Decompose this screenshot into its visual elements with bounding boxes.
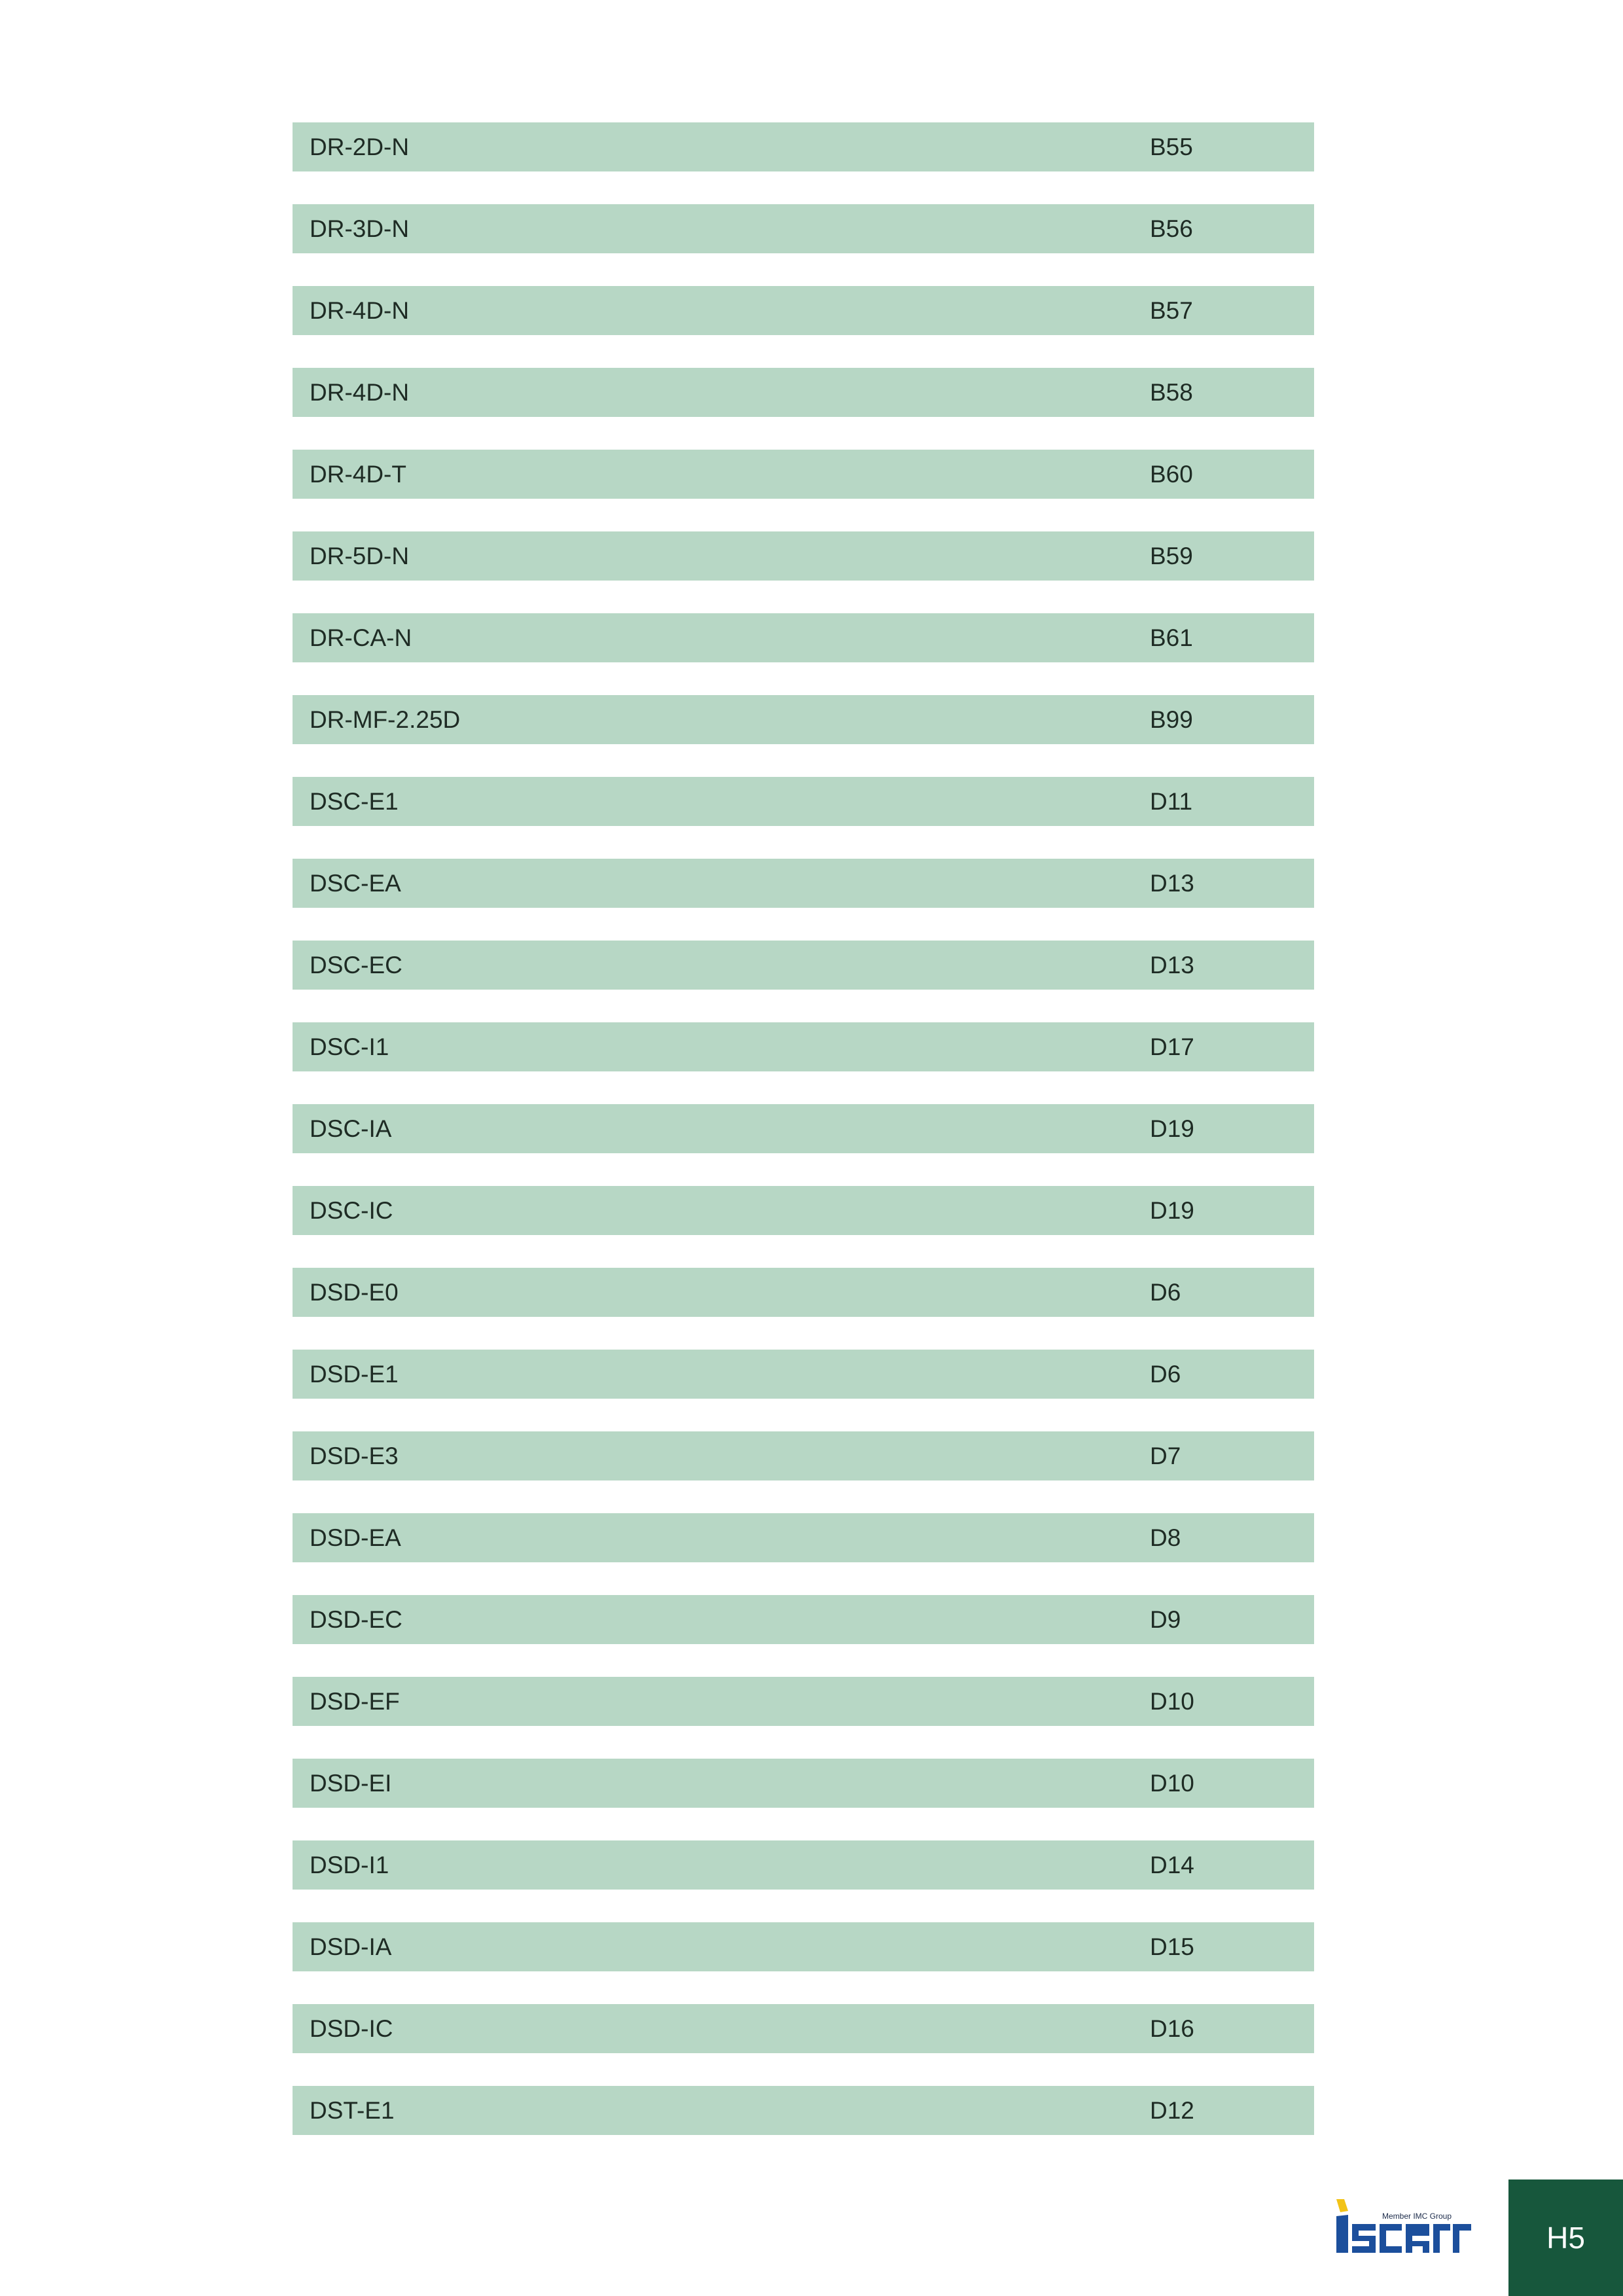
table-row: DSD-EC D9	[293, 1595, 1314, 1644]
page-number-tab: H5	[1508, 2179, 1623, 2296]
row-code: DR-2D-N	[310, 134, 410, 160]
row-code: DR-MF-2.25D	[310, 706, 461, 733]
row-page-ref: D10	[1150, 1688, 1194, 1715]
row-page-ref: D13	[1150, 952, 1194, 978]
row-code: DSC-IA	[310, 1115, 392, 1142]
row-page-ref: D11	[1150, 788, 1193, 815]
table-row: DR-4D-N B58	[293, 368, 1314, 417]
row-page-ref: B58	[1150, 379, 1193, 406]
table-row: DSD-E1 D6	[293, 1350, 1314, 1399]
row-code: DSD-EF	[310, 1688, 400, 1715]
table-row: DR-2D-N B55	[293, 122, 1314, 171]
logo-tagline: Member IMC Group	[1382, 2212, 1452, 2221]
table-row: DSD-IC D16	[293, 2004, 1314, 2053]
row-code: DR-4D-T	[310, 461, 406, 488]
iscar-logo-graphic: Member IMC Group	[1336, 2199, 1471, 2253]
row-page-ref: B59	[1150, 543, 1193, 569]
row-page-ref: D19	[1150, 1197, 1194, 1224]
row-page-ref: D7	[1150, 1443, 1181, 1469]
row-page-ref: D13	[1150, 870, 1194, 897]
row-page-ref: D6	[1150, 1279, 1181, 1306]
row-code: DR-5D-N	[310, 543, 410, 569]
table-row: DSD-EI D10	[293, 1759, 1314, 1808]
table-row: DSD-EA D8	[293, 1513, 1314, 1562]
table-row: DSC-EA D13	[293, 859, 1314, 908]
row-code: DSD-E3	[310, 1443, 399, 1469]
table-row: DSC-EC D13	[293, 941, 1314, 990]
table-row: DR-MF-2.25D B99	[293, 695, 1314, 744]
table-row: DSD-IA D15	[293, 1922, 1314, 1971]
row-code: DSC-EA	[310, 870, 401, 897]
table-row: DSD-E0 D6	[293, 1268, 1314, 1317]
table-row: DST-E1 D12	[293, 2086, 1314, 2135]
row-page-ref: D17	[1150, 1033, 1194, 1060]
row-code: DSD-I1	[310, 1852, 389, 1878]
table-row: DSC-I1 D17	[293, 1022, 1314, 1071]
row-page-ref: B60	[1150, 461, 1193, 488]
row-code: DSC-EC	[310, 952, 402, 978]
table-row: DR-3D-N B56	[293, 204, 1314, 253]
row-code: DSD-E1	[310, 1361, 399, 1388]
row-page-ref: D14	[1150, 1852, 1194, 1878]
row-page-ref: D10	[1150, 1770, 1194, 1797]
row-code: DR-CA-N	[310, 624, 412, 651]
row-page-ref: D19	[1150, 1115, 1194, 1142]
iscar-logo: Member IMC Group	[1335, 2199, 1472, 2258]
table-row: DSD-E3 D7	[293, 1431, 1314, 1480]
row-page-ref: B56	[1150, 215, 1193, 242]
row-page-ref: D12	[1150, 2097, 1194, 2124]
table-row: DSC-E1 D11	[293, 777, 1314, 826]
row-code: DSD-EI	[310, 1770, 392, 1797]
row-code: DST-E1	[310, 2097, 395, 2124]
row-code: DR-4D-N	[310, 379, 410, 406]
table-row: DR-4D-N B57	[293, 286, 1314, 335]
row-page-ref: D8	[1150, 1524, 1181, 1551]
row-code: DSC-E1	[310, 788, 399, 815]
table-row: DSC-IC D19	[293, 1186, 1314, 1235]
row-page-ref: B61	[1150, 624, 1193, 651]
row-page-ref: D9	[1150, 1606, 1181, 1633]
table-row: DSD-I1 D14	[293, 1840, 1314, 1890]
row-code: DSC-IC	[310, 1197, 393, 1224]
row-page-ref: D6	[1150, 1361, 1181, 1388]
row-page-ref: B57	[1150, 297, 1193, 324]
row-page-ref: B99	[1150, 706, 1193, 733]
row-page-ref: D15	[1150, 1933, 1194, 1960]
row-code: DR-4D-N	[310, 297, 410, 324]
table-row: DR-4D-T B60	[293, 450, 1314, 499]
row-code: DSD-E0	[310, 1279, 399, 1306]
table-row: DSD-EF D10	[293, 1677, 1314, 1726]
index-table: DR-2D-N B55 DR-3D-N B56 DR-4D-N B57 DR-4…	[293, 122, 1314, 2135]
row-code: DSC-I1	[310, 1033, 389, 1060]
table-row: DR-CA-N B61	[293, 613, 1314, 662]
page-number: H5	[1546, 2221, 1585, 2255]
row-page-ref: D16	[1150, 2015, 1194, 2042]
row-code: DSD-IC	[310, 2015, 393, 2042]
row-code: DSD-IA	[310, 1933, 392, 1960]
row-code: DR-3D-N	[310, 215, 410, 242]
row-page-ref: B55	[1150, 134, 1193, 160]
row-code: DSD-EA	[310, 1524, 401, 1551]
row-code: DSD-EC	[310, 1606, 402, 1633]
table-row: DSC-IA D19	[293, 1104, 1314, 1153]
table-row: DR-5D-N B59	[293, 531, 1314, 581]
